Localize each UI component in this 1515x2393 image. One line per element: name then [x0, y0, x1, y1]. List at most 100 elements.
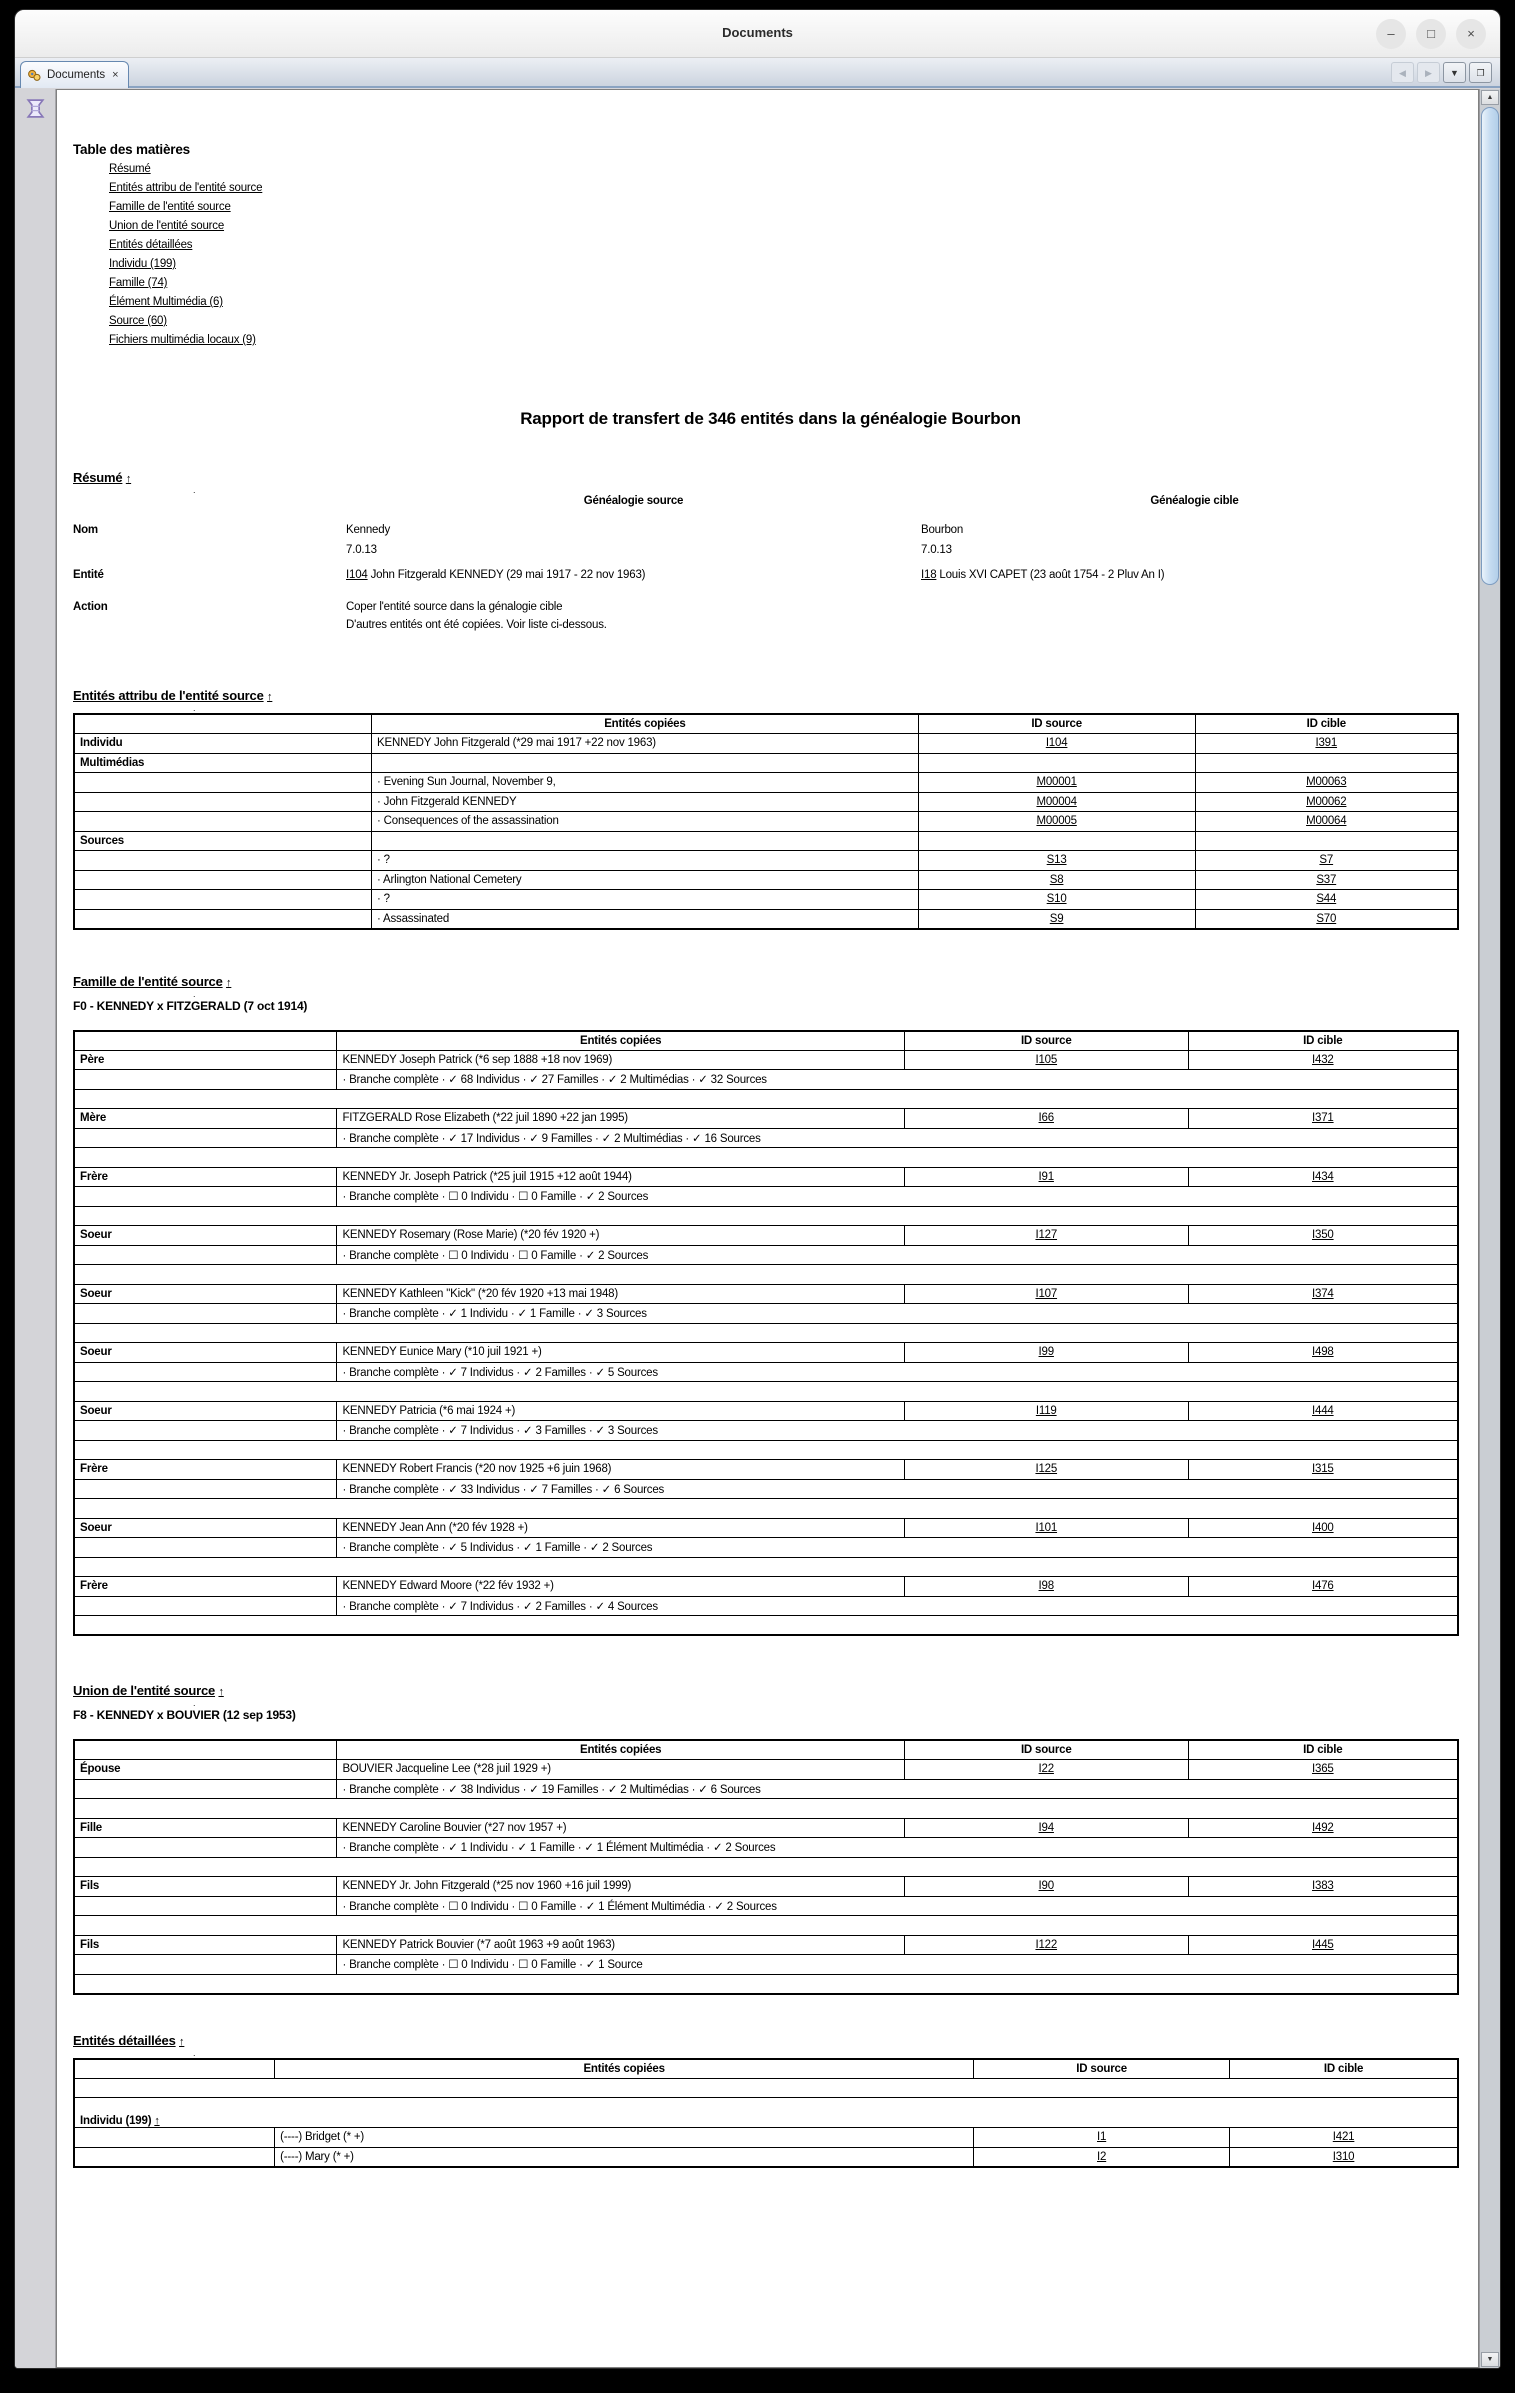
id-target-link[interactable]: I315	[1312, 1463, 1334, 1476]
toc-link-fichiers[interactable]: Fichiers multimédia locaux (9)	[109, 334, 256, 346]
id-target-link[interactable]: M00064	[1306, 815, 1347, 828]
toc-link-famille-count[interactable]: Famille (74)	[109, 277, 168, 289]
up-arrow-link[interactable]: ↑	[154, 2115, 160, 2127]
tab-close-icon[interactable]: ×	[112, 69, 119, 81]
id-target-link[interactable]: I383	[1312, 1880, 1334, 1893]
table-row: Mère FITZGERALD Rose Elizabeth (*22 juil …	[73, 1108, 1459, 1129]
branch-row: · Branche complète · ✓ 68 Individus · ✓ …	[73, 1069, 1459, 1090]
id-source-link[interactable]: I2	[1097, 2150, 1107, 2163]
up-arrow-link[interactable]: ↑	[267, 691, 273, 703]
id-target-link[interactable]: I476	[1312, 1580, 1334, 1593]
id-target-link[interactable]: M00062	[1306, 795, 1347, 808]
id-target-link[interactable]: I421	[1332, 2131, 1355, 2144]
id-target-link[interactable]: I391	[1315, 737, 1338, 750]
id-source-link[interactable]: S13	[1046, 854, 1067, 867]
toc-link-resume[interactable]: Résumé	[109, 163, 151, 175]
id-target-link[interactable]: S70	[1316, 912, 1337, 925]
nav-back-button[interactable]: ◀	[1391, 62, 1414, 83]
id-source-link[interactable]: I99	[1038, 1346, 1055, 1359]
id-source-link[interactable]: I91	[1038, 1170, 1055, 1183]
toc-link-individu[interactable]: Individu (199)	[109, 258, 176, 270]
id-source-link[interactable]: I1	[1097, 2131, 1107, 2144]
spacer-row	[73, 1798, 1459, 1819]
toc-link-attrib[interactable]: Entités attribu de l'entité source	[109, 182, 263, 194]
id-target-link[interactable]: I371	[1312, 1112, 1334, 1125]
maximize-button[interactable]: □	[1416, 19, 1446, 49]
id-target-link[interactable]: M00063	[1306, 776, 1347, 789]
up-arrow-link[interactable]: ↑	[226, 976, 232, 989]
toc-link-details[interactable]: Entités détaillées	[109, 239, 193, 251]
table-row: · Evening Sun Journal, November 9, M00001…	[73, 772, 1459, 793]
branch-row: · Branche complète · ☐ 0 Individu · ☐ 0 …	[73, 1186, 1459, 1207]
id-source-link[interactable]: S9	[1049, 912, 1064, 925]
nav-forward-button[interactable]: ▶	[1417, 62, 1440, 83]
table-header-row: Entités copiées ID source ID cible	[73, 713, 1459, 734]
vertical-scrollbar[interactable]: ▲ ▼	[1479, 89, 1500, 2368]
id-source-link[interactable]: I94	[1038, 1821, 1055, 1834]
id-target-link[interactable]: I365	[1312, 1763, 1334, 1776]
col-id-target: ID cible	[1187, 1739, 1459, 1760]
id-target-link[interactable]: I400	[1312, 1521, 1334, 1534]
close-button[interactable]: ×	[1456, 19, 1486, 49]
id-source-link[interactable]: I22	[1038, 1763, 1055, 1776]
id-source-link[interactable]: I66	[1038, 1112, 1055, 1125]
entity-target-id-link[interactable]: I18	[921, 569, 937, 581]
toc-link-union[interactable]: Union de l'entité source	[109, 220, 225, 232]
scroll-up-icon[interactable]: ▲	[1481, 90, 1499, 105]
stray-dot: .	[193, 1698, 196, 1708]
id-source-link[interactable]: I107	[1035, 1287, 1058, 1300]
id-target-link[interactable]: I434	[1312, 1170, 1334, 1183]
toc-link-famille[interactable]: Famille de l'entité source	[109, 201, 231, 213]
id-target-link[interactable]: S44	[1316, 893, 1337, 906]
id-source-link[interactable]: M00004	[1036, 795, 1077, 808]
id-source-link[interactable]: I104	[1045, 737, 1068, 750]
stamp-icon[interactable]	[24, 97, 47, 120]
details-heading: Entités détaillées ↑	[73, 2032, 185, 2048]
toc-link-source[interactable]: Source (60)	[109, 315, 167, 327]
id-source-link[interactable]: I90	[1038, 1880, 1055, 1893]
id-source-link[interactable]: I125	[1035, 1463, 1058, 1476]
id-source-link[interactable]: I105	[1035, 1053, 1058, 1066]
stray-dot: .	[193, 703, 196, 713]
summary-entity-source: I104 John Fitzgerald KENNEDY (29 mai 191…	[346, 569, 646, 581]
scrollbar-thumb[interactable]	[1481, 107, 1499, 585]
id-target-link[interactable]: S7	[1319, 854, 1334, 867]
id-source-link[interactable]: M00005	[1036, 815, 1077, 828]
id-source-link[interactable]: I101	[1035, 1521, 1058, 1534]
up-arrow-link[interactable]: ↑	[125, 473, 132, 485]
id-target-link[interactable]: I350	[1312, 1229, 1334, 1242]
content-area: Table des matières Résumé Entités attrib…	[15, 89, 1500, 2368]
table-row: Fils KENNEDY Patrick Bouvier (*7 août 196…	[73, 1934, 1459, 1955]
id-target-link[interactable]: I498	[1312, 1346, 1334, 1359]
entity-source-id-link[interactable]: I104	[346, 569, 368, 581]
table-row: (----) Mary (* +) I2 I310	[73, 2146, 1459, 2167]
id-target-link[interactable]: I444	[1312, 1404, 1334, 1417]
branch-row: · Branche complète · ✓ 38 Individus · ✓ …	[73, 1778, 1459, 1799]
id-target-link[interactable]: I492	[1312, 1821, 1334, 1834]
id-source-link[interactable]: I122	[1035, 1938, 1058, 1951]
summary-source-name: Kennedy	[346, 524, 390, 536]
minimize-button[interactable]: –	[1376, 19, 1406, 49]
id-source-link[interactable]: S8	[1049, 873, 1064, 886]
col-entities: Entités copiées	[274, 2058, 975, 2079]
up-arrow-link[interactable]: ↑	[179, 2035, 185, 2048]
id-source-link[interactable]: I98	[1038, 1580, 1055, 1593]
id-target-link[interactable]: I374	[1312, 1287, 1334, 1300]
id-target-link[interactable]: S37	[1316, 873, 1337, 886]
id-target-link[interactable]: I310	[1332, 2150, 1355, 2163]
id-source-link[interactable]: I119	[1035, 1404, 1057, 1417]
attrib-heading: Entités attribu de l'entité source ↑	[73, 688, 273, 703]
branch-row: · Branche complète · ✓ 5 Individus · ✓ 1…	[73, 1537, 1459, 1558]
toc-link-multimedia[interactable]: Élément Multimédia (6)	[109, 296, 223, 308]
id-source-link[interactable]: S10	[1046, 893, 1067, 906]
id-source-link[interactable]: I127	[1035, 1229, 1058, 1242]
tab-documents[interactable]: Documents ×	[20, 61, 129, 88]
detach-tab-button[interactable]: ❐	[1469, 62, 1492, 83]
scroll-down-icon[interactable]: ▼	[1481, 2352, 1499, 2367]
tab-list-dropdown-button[interactable]: ▼	[1443, 62, 1466, 83]
id-source-link[interactable]: M00001	[1036, 776, 1077, 789]
id-target-link[interactable]: I445	[1312, 1938, 1334, 1951]
up-arrow-link[interactable]: ↑	[218, 1686, 224, 1698]
id-target-link[interactable]: I432	[1312, 1053, 1334, 1066]
branch-row: · Branche complète · ✓ 1 Individu · ✓ 1 …	[73, 1303, 1459, 1324]
